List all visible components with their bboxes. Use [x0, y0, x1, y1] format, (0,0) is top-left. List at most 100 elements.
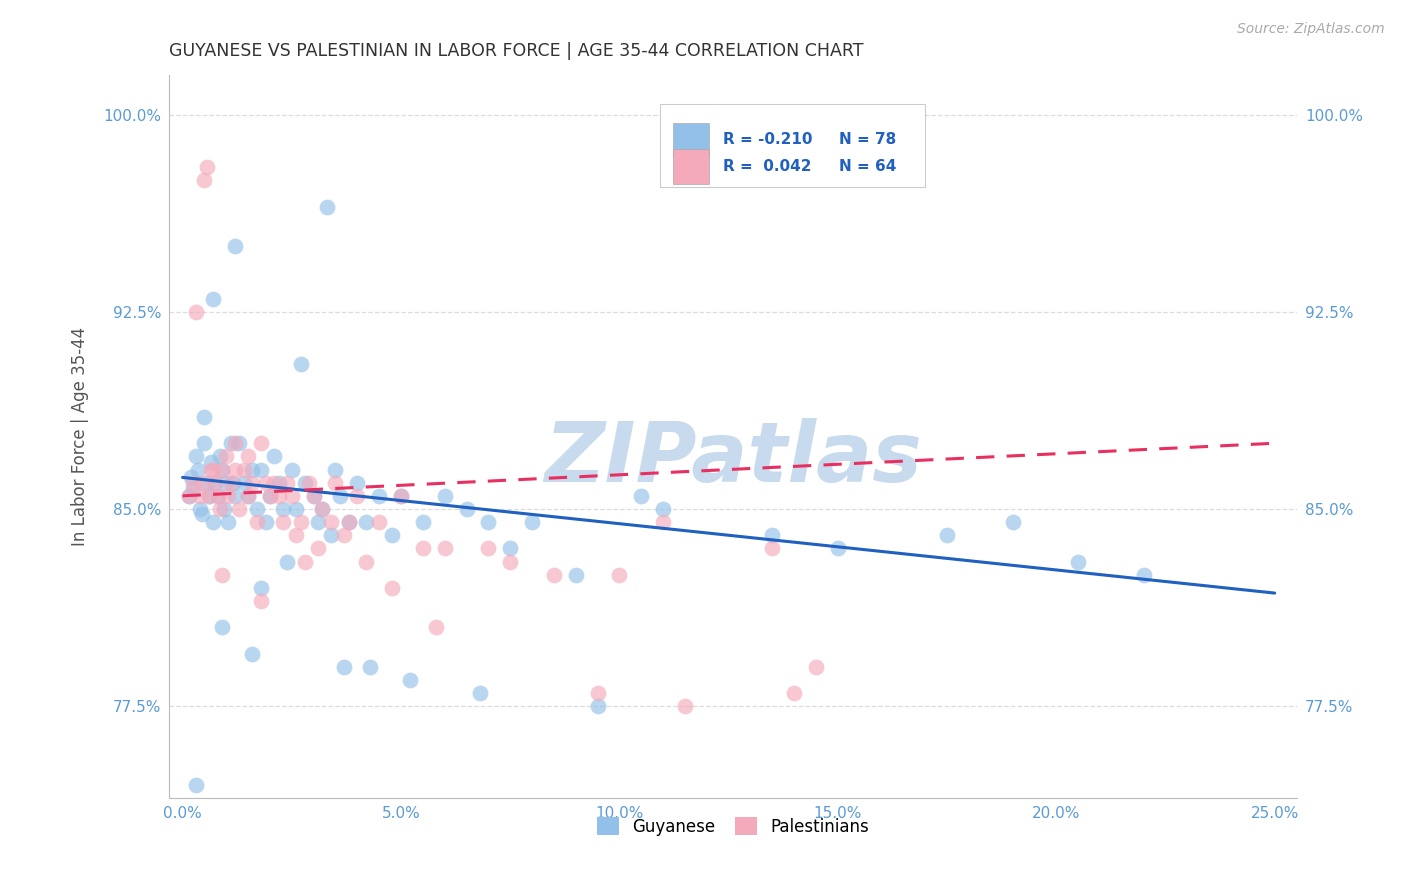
Point [389, 489, 412, 503]
Point [827, 541, 849, 556]
Point [187, 462, 209, 476]
Point [250, 581, 273, 595]
Point [217, 489, 239, 503]
Point [381, 528, 404, 542]
Point [294, 475, 316, 490]
Point [250, 594, 273, 608]
Point [412, 541, 434, 556]
Point [412, 515, 434, 529]
Point [224, 436, 246, 450]
Point [319, 515, 342, 529]
Point [242, 462, 264, 476]
Text: ZIPatlas: ZIPatlas [544, 417, 922, 499]
Point [222, 475, 245, 490]
Point [208, 502, 231, 516]
Point [236, 450, 259, 464]
Point [271, 515, 294, 529]
Point [215, 450, 238, 464]
Point [586, 686, 609, 700]
Point [212, 502, 235, 516]
Point [302, 489, 325, 503]
Point [456, 502, 478, 516]
Text: N = 78: N = 78 [839, 132, 896, 147]
Point [281, 462, 304, 476]
Point [183, 475, 205, 490]
Point [307, 515, 329, 529]
Point [381, 581, 404, 595]
Point [191, 475, 214, 490]
Point [208, 450, 231, 464]
Point [281, 489, 304, 503]
Point [184, 450, 207, 464]
Point [183, 481, 205, 495]
Point [179, 489, 201, 503]
Point [315, 200, 337, 214]
Point [468, 686, 491, 700]
Point [211, 462, 233, 476]
Point [652, 515, 675, 529]
Point [499, 541, 522, 556]
Point [271, 502, 294, 516]
Point [354, 515, 377, 529]
Y-axis label: In Labor Force | Age 35-44: In Labor Force | Age 35-44 [72, 327, 89, 546]
Point [202, 515, 225, 529]
Point [354, 555, 377, 569]
Point [398, 673, 420, 687]
Point [179, 489, 201, 503]
Point [215, 475, 238, 490]
Point [193, 409, 215, 424]
Point [389, 489, 412, 503]
Point [193, 436, 215, 450]
Point [936, 528, 959, 542]
Point [211, 620, 233, 634]
Point [207, 489, 229, 503]
Point [250, 436, 273, 450]
Point [804, 659, 827, 673]
Point [543, 567, 565, 582]
Point [290, 357, 312, 371]
Point [263, 450, 285, 464]
Point [337, 515, 360, 529]
Point [191, 507, 214, 521]
Point [242, 647, 264, 661]
Point [609, 567, 631, 582]
Point [228, 436, 250, 450]
FancyBboxPatch shape [659, 104, 925, 187]
Point [359, 659, 381, 673]
Point [586, 699, 609, 714]
Point [211, 462, 233, 476]
Point [246, 515, 269, 529]
Point [1001, 515, 1024, 529]
Point [242, 475, 264, 490]
Point [197, 489, 219, 503]
Point [246, 502, 269, 516]
Point [564, 567, 586, 582]
Point [211, 567, 233, 582]
Point [219, 475, 242, 490]
Legend: Guyanese, Palestinians: Guyanese, Palestinians [589, 809, 877, 844]
Point [197, 489, 219, 503]
FancyBboxPatch shape [673, 149, 710, 184]
Point [184, 305, 207, 319]
Point [520, 515, 543, 529]
Point [202, 462, 225, 476]
Point [267, 489, 290, 503]
Point [368, 489, 391, 503]
Point [783, 686, 806, 700]
Point [652, 502, 675, 516]
Point [236, 489, 259, 503]
Text: R =  0.042: R = 0.042 [723, 159, 811, 174]
Point [259, 489, 281, 503]
Point [368, 515, 391, 529]
Point [267, 475, 290, 490]
Point [204, 475, 226, 490]
Point [193, 173, 215, 187]
Point [217, 515, 239, 529]
Point [219, 436, 242, 450]
Point [311, 502, 333, 516]
Point [285, 528, 308, 542]
Point [202, 292, 225, 306]
Point [224, 489, 246, 503]
Point [499, 555, 522, 569]
FancyBboxPatch shape [673, 122, 710, 157]
